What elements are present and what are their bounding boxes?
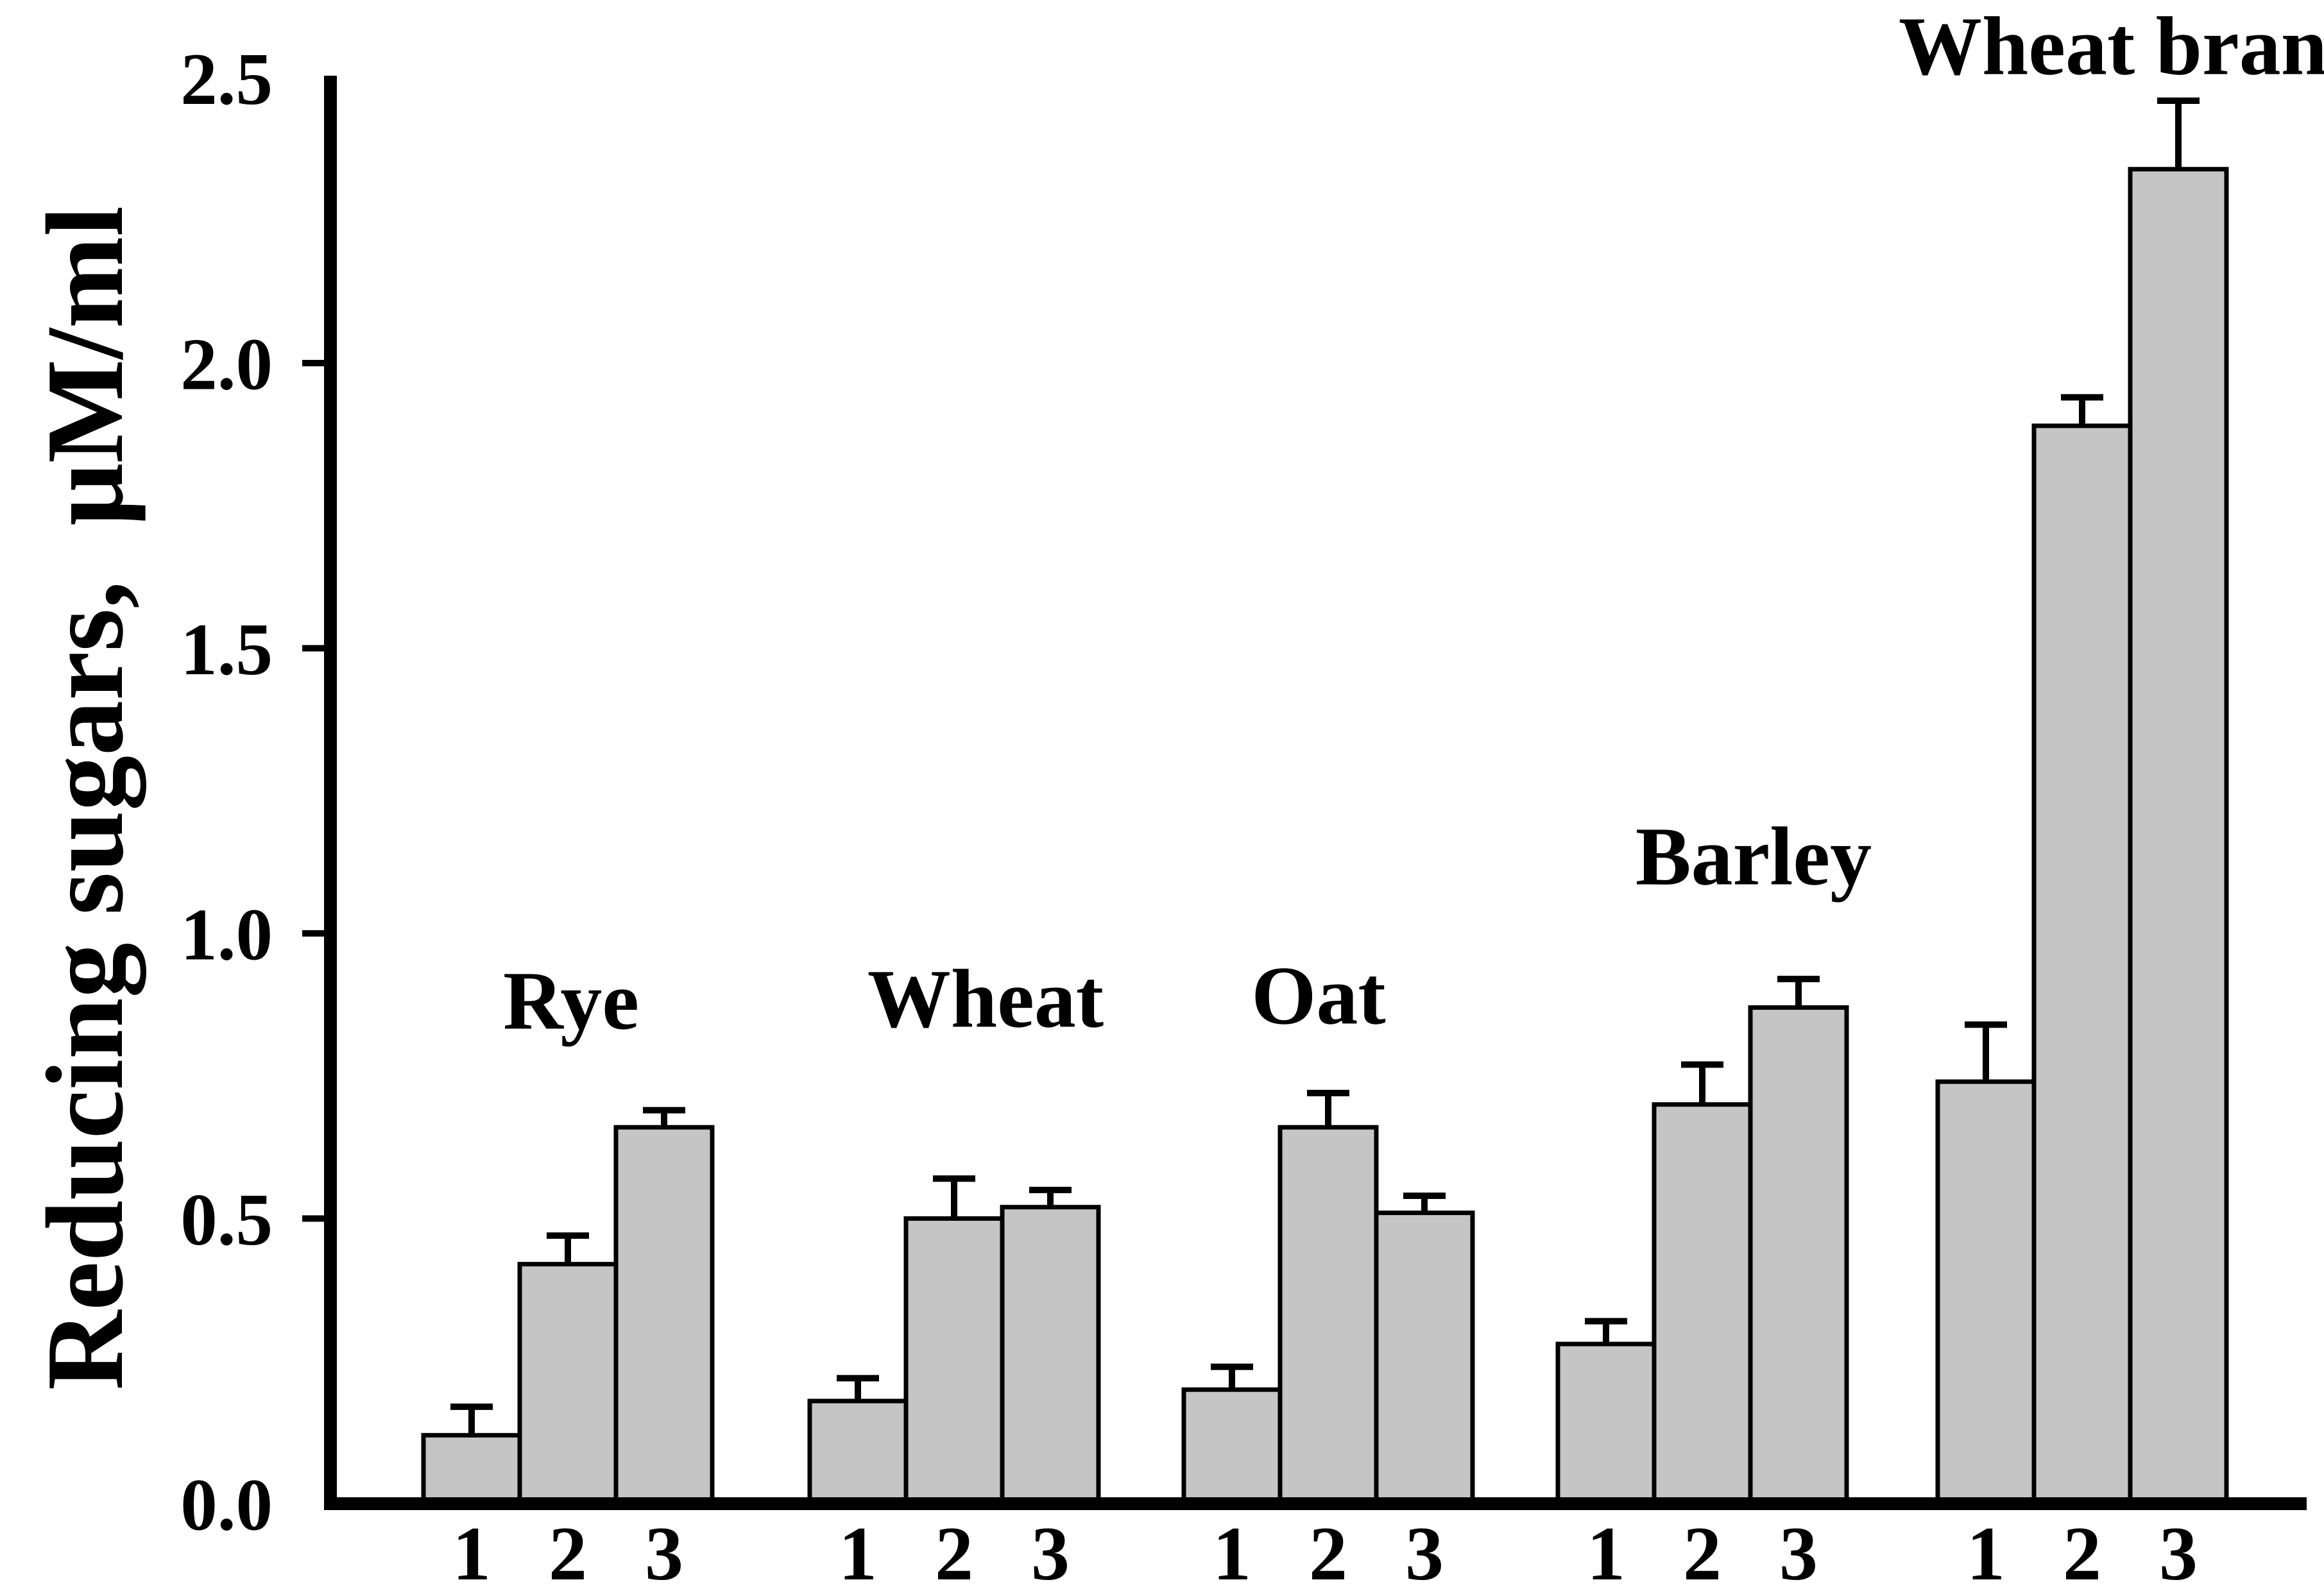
- y-tick-2.0: [302, 360, 327, 366]
- x-tick-label-wheat-bran-2: 2: [2063, 1511, 2101, 1589]
- y-tick-label-0.5: 0.5: [180, 1179, 273, 1261]
- x-axis-line: [324, 1497, 2307, 1510]
- x-tick-label-rye-3: 3: [645, 1511, 683, 1589]
- bar-rye-1: [421, 1432, 522, 1506]
- x-tick-label-barley-3: 3: [1779, 1511, 1818, 1589]
- x-tick-label-wheat-bran-1: 1: [1967, 1511, 2005, 1589]
- x-tick-label-oat-3: 3: [1405, 1511, 1444, 1589]
- y-tick-0.5: [302, 1215, 327, 1222]
- group-label-wheat-bran: Wheat bran: [1899, 1, 2324, 93]
- y-tick-label-2.5: 2.5: [180, 38, 273, 120]
- x-tick-label-rye-2: 2: [549, 1511, 587, 1589]
- bar-barley-2: [1652, 1102, 1753, 1506]
- x-tick-label-oat-2: 2: [1309, 1511, 1347, 1589]
- group-label-oat: Oat: [1251, 950, 1385, 1042]
- y-axis-title: Reducing sugars, μM/ml: [24, 206, 146, 1390]
- bar-wheat-bran-1: [1935, 1079, 2037, 1506]
- bar-wheat-2: [903, 1216, 1005, 1506]
- y-tick-label-0.0: 0.0: [180, 1464, 273, 1545]
- x-tick-label-barley-2: 2: [1683, 1511, 1722, 1589]
- y-axis-line: [324, 76, 337, 1510]
- x-tick-label-rye-1: 1: [452, 1511, 491, 1589]
- y-tick-1.0: [302, 930, 327, 937]
- bar-wheat-1: [807, 1398, 909, 1506]
- bar-rye-2: [517, 1262, 619, 1506]
- bar-wheat-bran-3: [2128, 167, 2229, 1506]
- x-tick-label-barley-1: 1: [1587, 1511, 1625, 1589]
- y-tick-1.5: [302, 645, 327, 652]
- bars-layer: [421, 98, 2229, 1506]
- axes-layer: [302, 76, 2307, 1510]
- bar-oat-1: [1181, 1387, 1283, 1506]
- bar-barley-3: [1748, 1005, 1849, 1506]
- group-label-wheat: Wheat: [867, 953, 1104, 1046]
- bar-oat-2: [1277, 1125, 1379, 1506]
- bar-wheat-bran-2: [2031, 423, 2133, 1506]
- bar-wheat-3: [1000, 1205, 1101, 1506]
- y-tick-label-1.5: 1.5: [180, 609, 273, 690]
- x-tick-label-oat-1: 1: [1213, 1511, 1251, 1589]
- y-tick-label-1.0: 1.0: [180, 894, 273, 975]
- x-tick-label-wheat-3: 3: [1031, 1511, 1070, 1589]
- x-tick-label-wheat-2: 2: [935, 1511, 973, 1589]
- group-label-rye: Rye: [503, 955, 639, 1048]
- y-tick-label-2.0: 2.0: [180, 323, 273, 405]
- x-tick-label-wheat-bran-3: 3: [2159, 1511, 2198, 1589]
- x-tick-label-wheat-1: 1: [839, 1511, 877, 1589]
- group-label-barley: Barley: [1636, 811, 1872, 903]
- bar-barley-1: [1555, 1341, 1657, 1506]
- bar-rye-3: [613, 1125, 715, 1506]
- bar-oat-3: [1374, 1211, 1475, 1506]
